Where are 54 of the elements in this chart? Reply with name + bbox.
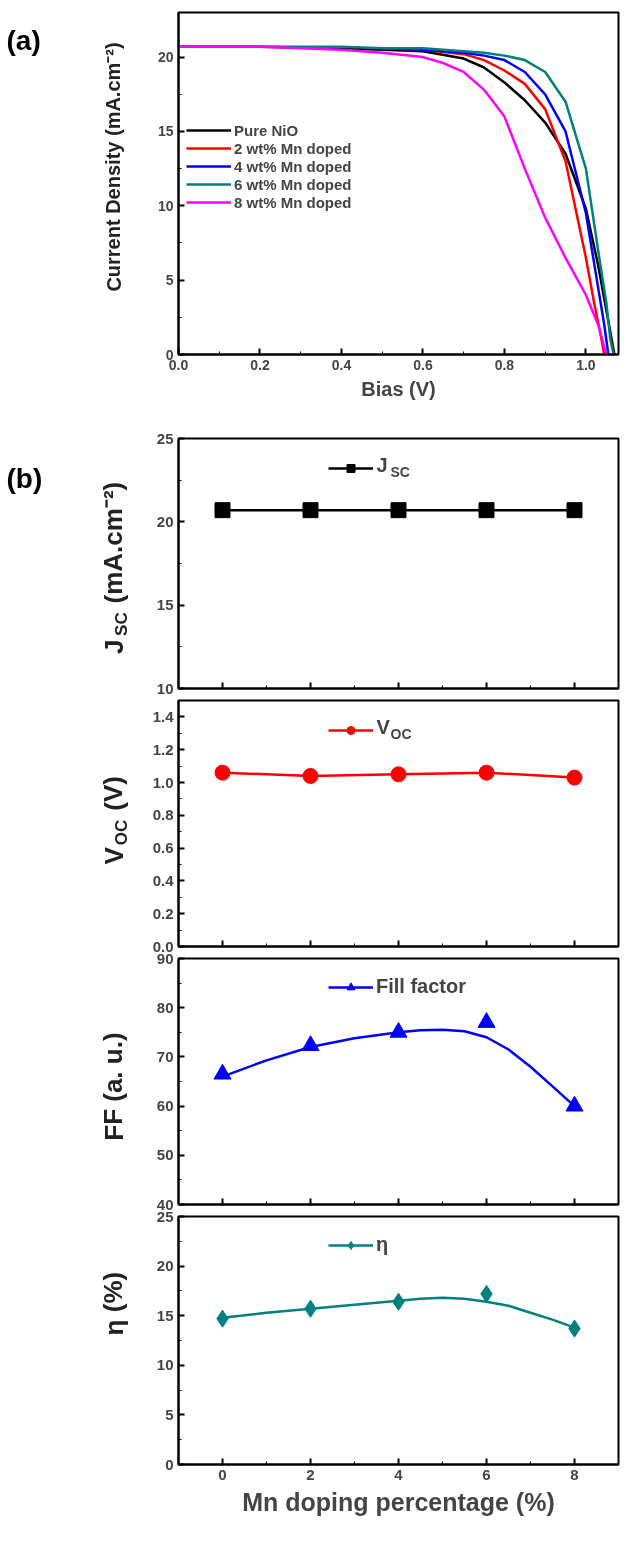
x-tick-label: 2 [306,1465,315,1483]
y-tick-label: 1.4 [152,707,175,725]
x-tick-label: 0 [218,1465,227,1483]
y-tick-label: 20 [156,1257,174,1275]
y-tick-label: 0.0 [152,937,174,955]
chart-title: (a) [6,24,41,56]
y-tick-label: 70 [156,1047,174,1065]
y-axis-title: FF (a. u.) [98,1032,129,1141]
legend-label: 2 wt% Mn doped [234,139,352,157]
y-tick-label: 60 [156,1097,174,1115]
x-tick-label: 1.0 [576,356,596,373]
y-tick-label: 15 [156,1306,174,1324]
y-tick-label: 5 [165,272,174,289]
y-tick-label: 40 [156,1195,174,1213]
y-tick-label: 15 [157,123,174,140]
y-tick-label: 1.2 [152,740,174,758]
y-tick-label: 80 [156,998,174,1016]
legend-label: 4 wt% Mn doped [234,157,352,175]
y-tick-label: 10 [156,679,174,697]
y-tick-label: 20 [156,512,174,530]
y-tick-label: 25 [156,429,174,447]
point [477,1012,496,1028]
y-tick-label: 0.4 [152,871,175,889]
text: (b) [6,462,43,494]
legend-label: 8 wt% Mn doped [234,193,352,211]
x-tick-label: 6 [482,1465,491,1483]
y-tick-label: 0.8 [152,806,174,824]
legend-label: Fill factor [376,975,467,998]
point [565,1095,584,1112]
y-axis-title: JSC (mA.cm⁻²) [98,481,131,655]
x-tick-label: 0.8 [494,356,515,373]
y-axis-title: η (%) [98,1271,129,1336]
y-axis-title: VOC (V) [98,776,131,865]
y-tick-label: 0.6 [152,839,174,857]
y-tick-label: 10 [157,197,174,214]
legend-label: η [376,1233,390,1256]
x-axis-title: Mn doping percentage (%) [242,1487,555,1516]
y-tick-label: 15 [156,596,174,614]
legend-label: 6 wt% Mn doped [234,175,352,193]
x-tick-label: 4 [394,1465,404,1483]
x-tick-label: 0.2 [250,356,270,373]
point [213,1063,232,1080]
legend-label: Pure NiO [234,121,299,139]
y-tick-label: 1.0 [152,773,174,791]
y-axis-title: Current Density (mA.cm⁻²) [102,42,125,292]
x-tick-label: 0.6 [413,356,433,373]
y-tick-label: 50 [156,1146,174,1164]
y-tick-label: 20 [157,49,174,66]
y-tick-label: 5 [165,1405,174,1423]
y-tick-label: 10 [156,1356,174,1374]
x-tick-label: 0.4 [331,356,352,373]
x-tick-label: 8 [570,1465,579,1483]
x-axis-title: Bias (V) [361,377,436,400]
y-tick-label: 0.2 [152,904,174,922]
